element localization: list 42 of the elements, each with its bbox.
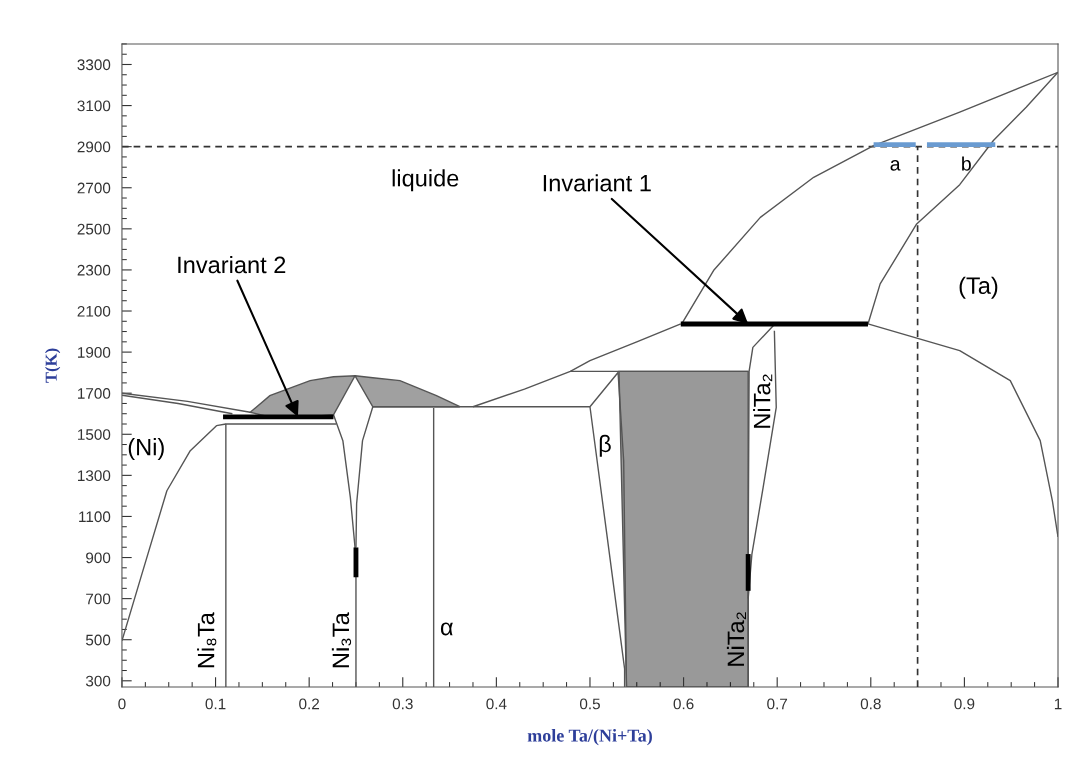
- y-tick-label: 300: [85, 675, 111, 687]
- annotation: Ni₈Ta: [197, 612, 217, 668]
- annotation: (Ni): [128, 438, 164, 461]
- x-tick-label: 0.7: [767, 698, 788, 710]
- x-tick-label: 0.2: [299, 698, 320, 710]
- annotation: Invariant 2: [178, 255, 286, 274]
- x-tick-label: 0.6: [673, 698, 694, 710]
- y-tick-label: 2500: [77, 223, 111, 235]
- y-tick-label: 3300: [77, 59, 111, 71]
- y-tick-label: 2300: [77, 264, 111, 276]
- x-tick-label: 0.8: [860, 698, 881, 710]
- y-tick-label: 2700: [77, 182, 111, 194]
- annotation: α: [440, 622, 453, 636]
- y-tick-label: 900: [86, 552, 111, 564]
- y-tick-label: 500: [85, 634, 111, 646]
- y-tick-label: 1500: [78, 429, 111, 440]
- annotation: (Ta): [959, 276, 998, 299]
- annotation: NiTa₂: [726, 612, 746, 666]
- x-tick-label: 1: [1054, 698, 1062, 710]
- annotation: NiTa₂: [753, 374, 773, 428]
- annotation: b: [962, 156, 971, 171]
- annotation: β: [599, 434, 611, 457]
- y-tick-label: 1700: [78, 388, 111, 399]
- y-tick-label: 700: [86, 593, 111, 605]
- x-tick-label: 0.5: [579, 698, 600, 710]
- x-tick-label: 0.1: [205, 698, 226, 710]
- y-tick-label: 3100: [77, 100, 111, 112]
- y-tick-label: 1900: [78, 346, 111, 358]
- y-tick-label: 1100: [79, 511, 111, 523]
- x-tick-label: 0.3: [392, 698, 413, 710]
- annotation: a: [890, 160, 901, 171]
- annotation: Invariant 1: [543, 174, 651, 192]
- y-tick-label: 1300: [78, 470, 111, 482]
- y-axis-title: T(K): [45, 348, 61, 383]
- x-axis-title: mole Ta/(Ni+Ta): [527, 728, 652, 746]
- y-tick-label: 2100: [77, 305, 111, 317]
- annotation: liquide: [392, 169, 459, 192]
- x-tick-label: 0.9: [954, 698, 975, 710]
- annotation: Ni₃Ta: [331, 612, 352, 668]
- x-tick-label: 0: [118, 698, 126, 710]
- x-tick-label: 0.4: [486, 698, 507, 710]
- y-tick-label: 2900: [77, 141, 111, 153]
